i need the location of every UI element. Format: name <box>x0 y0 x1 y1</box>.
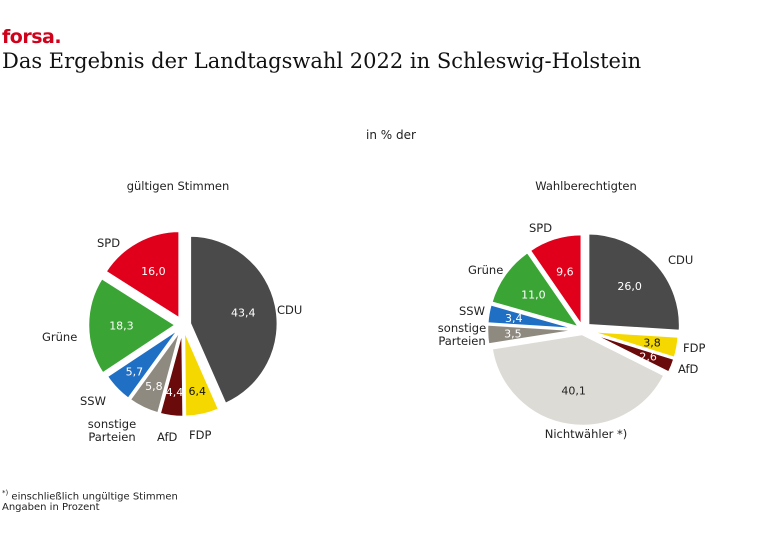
pie-slice-gruene <box>489 250 581 329</box>
category-label-ssw: SSW <box>459 304 485 318</box>
chart-title-valid-votes: gültigen Stimmen <box>126 179 230 193</box>
category-label-sonstige-parteien: sonstige Parteien <box>438 321 486 348</box>
value-label-sonstige-parteien: 3,5 <box>504 327 522 340</box>
pie-slice-spd <box>528 232 584 328</box>
pie-slice-fdp <box>182 327 221 419</box>
category-label-gruene: Grüne <box>42 330 77 344</box>
value-label-ssw: 3,4 <box>505 312 523 325</box>
value-label-fdp: 3,8 <box>643 337 661 350</box>
pie-slice-sonstige-parteien <box>128 327 183 415</box>
category-label-gruene: Grüne <box>468 263 503 277</box>
category-label-sonstige-parteien: sonstige Parteien <box>88 417 136 444</box>
brand-logo: forsa. <box>2 26 62 48</box>
value-label-cdu: 26,0 <box>617 280 642 293</box>
category-label-cdu: CDU <box>668 253 693 267</box>
value-label-ssw: 5,7 <box>126 366 144 379</box>
footnote-line2: Angaben in Prozent <box>2 502 100 513</box>
category-label-cdu: CDU <box>277 303 302 317</box>
footnote-text: einschließlich ungültige Stimmen <box>8 491 178 503</box>
footnote-marker: *) <box>2 489 9 497</box>
category-label-afd: AfD <box>678 362 699 376</box>
category-label-afd: AfD <box>157 430 178 444</box>
chart-subtitle: in % der <box>366 128 416 142</box>
page-title: Das Ergebnis der Landtagswahl 2022 in Sc… <box>2 49 642 73</box>
value-label-fdp: 6,4 <box>189 385 207 398</box>
value-label-gruene: 11,0 <box>521 288 546 301</box>
footnote-line1: *) einschließlich ungültige Stimmen <box>2 489 178 502</box>
category-label-spd: SPD <box>97 236 120 250</box>
pie-slice-cdu <box>188 234 280 406</box>
pie-slice-afd <box>158 327 185 419</box>
pie-slice-ssw <box>485 302 581 331</box>
chart-title-eligible-voters: Wahlberechtigten <box>535 179 637 193</box>
category-label-nichtwaehler: Nichtwähler *) <box>545 427 628 441</box>
value-label-cdu: 43,4 <box>231 306 256 319</box>
pie-slice-nichtwaehler <box>490 332 666 428</box>
value-label-gruene: 18,3 <box>109 320 134 333</box>
category-label-fdp: FDP <box>189 428 211 442</box>
category-label-fdp: FDP <box>683 341 705 355</box>
value-label-afd: 4,4 <box>166 386 184 399</box>
pie-slice-gruene <box>86 276 178 375</box>
pie-slice-spd <box>104 229 181 321</box>
value-label-sonstige-parteien: 5,8 <box>145 380 163 393</box>
value-label-spd: 9,6 <box>556 266 574 279</box>
pie-slice-ssw <box>105 326 182 401</box>
value-label-afd: 2,6 <box>639 350 657 363</box>
pie-slice-afd <box>585 330 676 374</box>
category-label-spd: SPD <box>529 221 552 235</box>
pie-slice-cdu <box>586 231 682 333</box>
category-label-ssw: SSW <box>80 394 106 408</box>
value-label-nichtwaehler: 40,1 <box>561 384 586 397</box>
value-label-spd: 16,0 <box>141 265 166 278</box>
